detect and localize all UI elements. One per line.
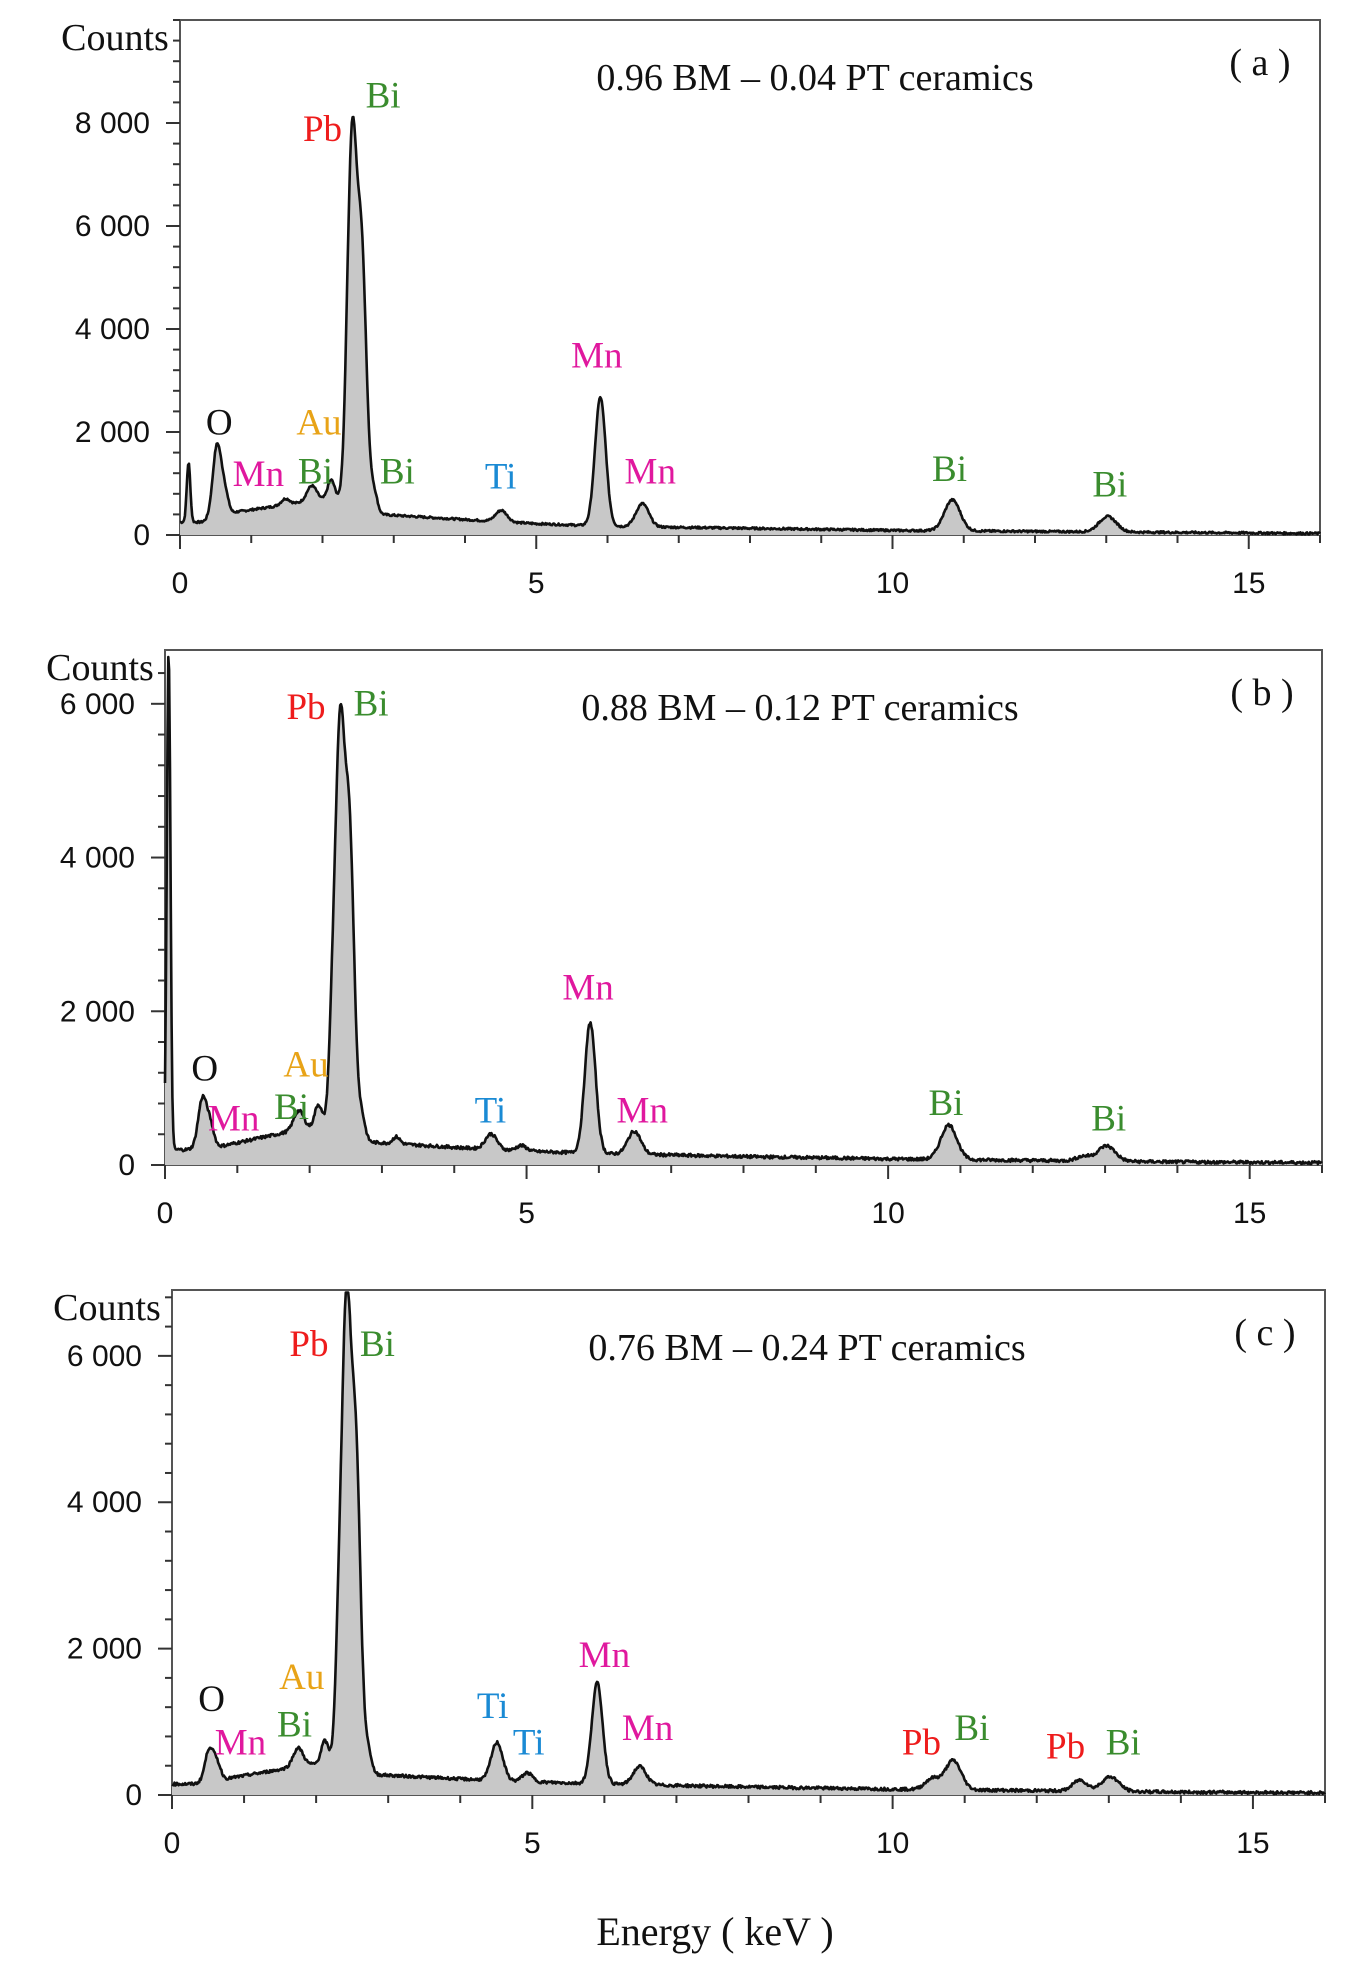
panel-a-y-tick-label: 2 000 <box>75 416 150 449</box>
panel-c-peak-annotation: Mn <box>215 1723 266 1764</box>
panel-c-spectrum-line <box>171 1291 1327 1796</box>
panel-b-title: 0.88 BM – 0.12 PT ceramics <box>581 687 1018 729</box>
panel-a-peak-annotation: Mn <box>233 454 284 495</box>
panel-b-peak-annotation: Pb <box>286 687 325 728</box>
panel-c-y-tick-label: 0 <box>125 1779 142 1812</box>
panel-c-peak-annotation: Au <box>279 1657 324 1698</box>
panel-b-y-tick-label: 4 000 <box>60 842 135 875</box>
panel-c-x-tick-label: 5 <box>524 1827 541 1860</box>
panel-c: 0 2 000 4 000 6 000 0 5 10 15 Counts 0.76 BM – 0.… <box>53 1287 1327 1860</box>
panel-b-peak-annotation: Bi <box>928 1083 963 1124</box>
panel-c-x-tick-label: 10 <box>876 1827 909 1860</box>
panel-b-y-tick-label: 2 000 <box>60 995 135 1028</box>
panel-c-y-tick-label: 4 000 <box>67 1486 142 1519</box>
panel-a-y-tick-label: 0 <box>133 519 150 552</box>
panel-c-y-axis-label: Counts <box>53 1287 161 1329</box>
panel-c-y-tick-label: 6 000 <box>67 1340 142 1373</box>
panel-c-peak-annotation: Pb <box>1046 1726 1085 1767</box>
panel-a-peak-annotation: O <box>206 403 233 444</box>
panel-b-peak-annotation: Bi <box>274 1087 309 1128</box>
panel-a-peak-annotation: Bi <box>366 76 401 117</box>
panel-b-peak-annotation: Ti <box>475 1091 507 1132</box>
panel-b-x-tick-label: 0 <box>157 1197 174 1230</box>
panel-b-y-tick-label: 6 000 <box>60 688 135 721</box>
panel-a-title: 0.96 BM – 0.04 PT ceramics <box>596 57 1033 99</box>
panel-a-y-axis-label: Counts <box>61 17 169 59</box>
panel-b-peak-annotation: Bi <box>1091 1098 1126 1139</box>
panel-a-y-tick-label: 6 000 <box>75 210 150 243</box>
panel-a-peak-annotation: Ti <box>485 457 517 498</box>
panel-c-peak-annotation: Bi <box>1106 1723 1141 1764</box>
panel-a-y-tick-label: 4 000 <box>75 313 150 346</box>
panel-c-peak-annotation: Pb <box>902 1723 941 1764</box>
panel-b-peak-annotation: Mn <box>617 1091 668 1132</box>
panel-a-panel-label: ( a ) <box>1229 42 1290 84</box>
panel-c-peak-annotation: Bi <box>360 1324 395 1365</box>
panel-a-peak-annotation: Bi <box>380 452 415 493</box>
panel-c-panel-label: ( c ) <box>1234 1312 1295 1354</box>
panel-b-x-tick-label: 15 <box>1233 1197 1266 1230</box>
panel-c-peak-annotation: Mn <box>579 1635 630 1676</box>
panel-a-spectrum-line <box>179 115 1322 536</box>
panel-b-x-tick-label: 10 <box>871 1197 904 1230</box>
panel-c-peak-annotation: Mn <box>622 1708 673 1749</box>
panel-b-y-tick-label: 0 <box>118 1149 135 1182</box>
panel-c-peak-annotation: Ti <box>513 1723 545 1764</box>
panel-a-x-tick-label: 5 <box>528 567 545 600</box>
panel-a-x-tick-label: 15 <box>1232 567 1265 600</box>
panel-c-x-tick-label: 0 <box>164 1827 181 1860</box>
panel-c-peak-annotation: Ti <box>477 1686 509 1727</box>
panel-b-panel-label: ( b ) <box>1230 672 1293 714</box>
panel-c-x-tick-label: 15 <box>1236 1827 1269 1860</box>
panel-c-peak-annotation: O <box>198 1679 225 1720</box>
panel-c-peak-annotation: Pb <box>289 1324 328 1365</box>
panel-b-spectrum-line <box>163 655 1323 1166</box>
panel-b-y-axis-label: Counts <box>46 647 154 689</box>
panel-a-y-tick-label: 8 000 <box>75 107 150 140</box>
panel-a-peak-annotation: Au <box>296 403 341 444</box>
panel-a-x-tick-label: 0 <box>172 567 189 600</box>
panel-b-peak-annotation: Mn <box>562 968 613 1009</box>
panel-a-spectrum-fill <box>180 117 1320 535</box>
panel-a: 0 2 000 4 000 6 000 8 000 0 5 10 15 Counts 0.96 BM… <box>61 17 1322 600</box>
panel-a-x-tick-label: 10 <box>876 567 909 600</box>
panel-b-x-tick-label: 5 <box>518 1197 535 1230</box>
panel-c-peak-annotation: Bi <box>277 1704 312 1745</box>
panel-b: 0 2 000 4 000 6 000 0 5 10 15 Counts 0.88 BM – 0.… <box>46 647 1323 1230</box>
panel-b-peak-annotation: Mn <box>208 1098 259 1139</box>
panel-a-peak-annotation: Bi <box>1092 464 1127 505</box>
panel-b-peak-annotation: Au <box>283 1045 328 1086</box>
panel-b-peak-annotation: Bi <box>354 683 389 724</box>
panel-c-y-tick-label: 2 000 <box>67 1633 142 1666</box>
panel-b-peak-annotation: O <box>191 1048 218 1089</box>
panel-c-title: 0.76 BM – 0.24 PT ceramics <box>588 1327 1025 1369</box>
panel-a-peak-annotation: Pb <box>303 109 342 150</box>
panel-a-peak-annotation: Bi <box>932 449 967 490</box>
panel-a-peak-annotation: Mn <box>625 452 676 493</box>
x-axis-label: Energy ( keV ) <box>596 1909 833 1954</box>
panel-c-peak-annotation: Bi <box>954 1708 989 1749</box>
panel-a-peak-annotation: Mn <box>571 336 622 377</box>
panel-a-peak-annotation: Bi <box>298 452 333 493</box>
